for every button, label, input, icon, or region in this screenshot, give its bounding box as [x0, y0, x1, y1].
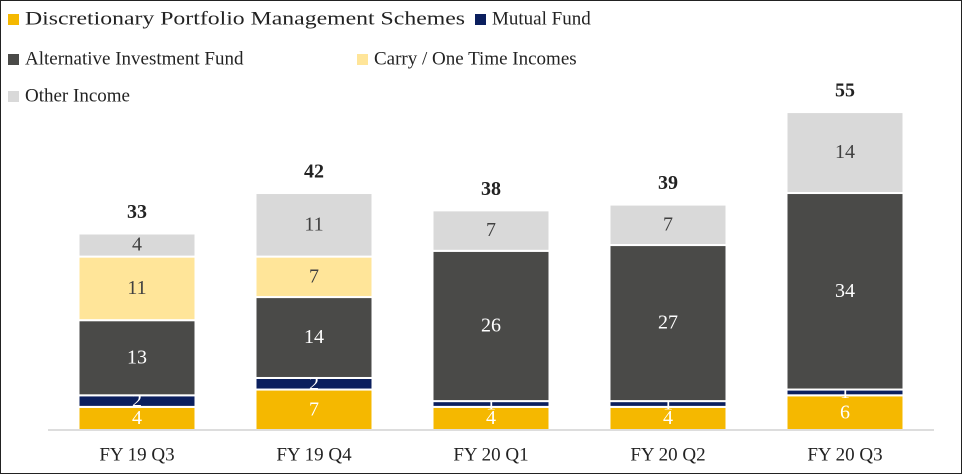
- bar-segment: [608, 203, 728, 247]
- data-label: 1: [486, 393, 496, 415]
- legend-swatch: [357, 54, 368, 65]
- data-label: 1: [663, 393, 673, 415]
- data-label: 6: [840, 401, 850, 423]
- data-label: 4: [486, 407, 496, 429]
- bar-segment: [77, 319, 197, 397]
- legend-swatch: [475, 14, 486, 25]
- legend-swatch: [8, 91, 19, 102]
- legend-label: Other Income: [25, 85, 130, 106]
- data-label: 11: [127, 277, 146, 299]
- bar-segment: [608, 244, 728, 403]
- data-label: 13: [127, 346, 147, 368]
- data-label: 7: [309, 265, 319, 287]
- data-label: 1: [840, 381, 850, 403]
- data-label: 27: [658, 312, 678, 334]
- x-tick-label: FY 20 Q2: [630, 444, 705, 465]
- bar-segment: [77, 255, 197, 322]
- bar-segment: [77, 232, 197, 258]
- data-label: 4: [663, 407, 673, 429]
- bar-segment: [785, 192, 905, 391]
- data-label: 11: [304, 213, 323, 235]
- bar-segment: [254, 296, 374, 379]
- legend-swatch: [8, 14, 19, 25]
- legend: Discretionary Portfolio Management Schem…: [8, 8, 591, 106]
- data-label: 4: [132, 407, 142, 429]
- bar-segment: [254, 388, 374, 432]
- data-label: 7: [663, 213, 673, 235]
- data-label: 2: [132, 390, 142, 412]
- x-tick-label: FY 20 Q1: [453, 444, 528, 465]
- bar-segment: [254, 255, 374, 299]
- data-label: 4: [132, 234, 142, 256]
- data-label: 26: [481, 315, 501, 337]
- total-label: 33: [127, 201, 147, 223]
- data-label: 7: [486, 219, 496, 241]
- data-label: 34: [835, 280, 855, 302]
- legend-label: Alternative Investment Fund: [25, 48, 244, 69]
- data-label: 7: [309, 398, 319, 420]
- x-tick-label: FY 20 Q3: [807, 444, 882, 465]
- total-label: 42: [304, 161, 324, 183]
- total-label: 55: [835, 80, 855, 102]
- bar-segment: [785, 394, 905, 432]
- x-tick-label: FY 19 Q4: [276, 444, 352, 465]
- legend-label: Carry / One Time Incomes: [374, 48, 577, 69]
- data-label: 2: [309, 372, 319, 394]
- legend-label: Discretionary Portfolio Management Schem…: [25, 8, 465, 29]
- bar-segment: [431, 209, 551, 252]
- total-label: 38: [481, 178, 501, 200]
- bar-segment: [785, 111, 905, 195]
- legend-label: Mutual Fund: [492, 8, 591, 29]
- legend-swatch: [8, 54, 19, 65]
- x-tick-label: FY 19 Q3: [99, 444, 174, 465]
- data-label: 14: [304, 326, 324, 348]
- total-label: 39: [658, 172, 678, 194]
- bar-segment: [254, 192, 374, 258]
- data-label: 14: [835, 141, 855, 163]
